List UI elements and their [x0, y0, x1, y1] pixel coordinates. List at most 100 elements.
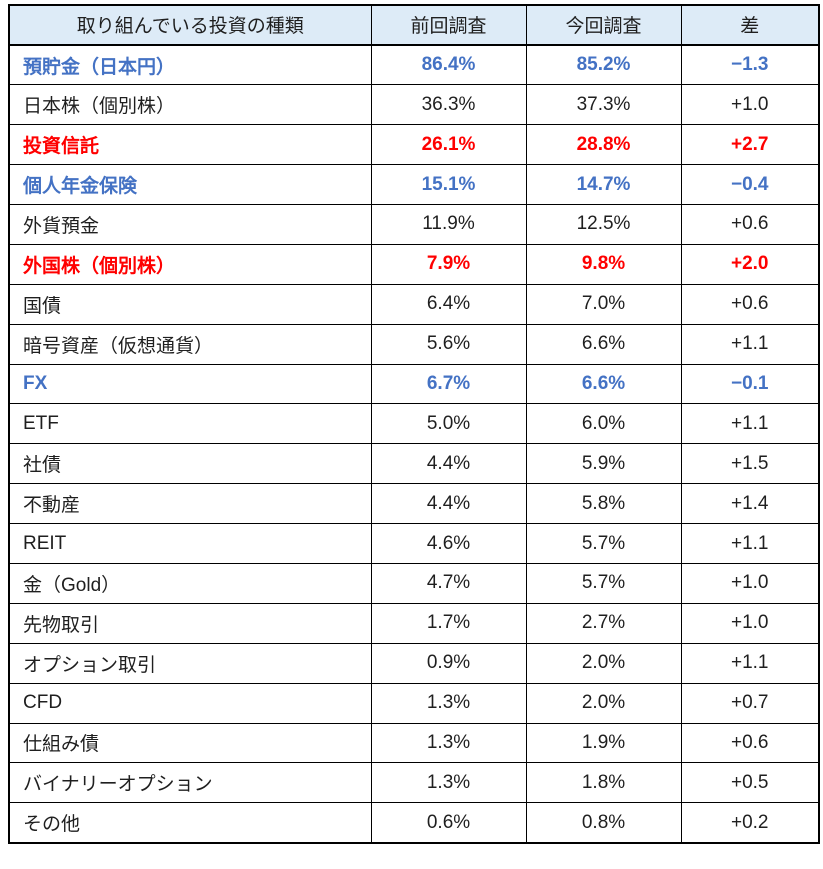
- difference-cell: +0.2: [680, 802, 820, 844]
- previous-survey-cell: 4.7%: [370, 562, 527, 604]
- investment-survey-table-container: 取り組んでいる投資の種類 前回調査 今回調査 差 預貯金（日本円） 86.4% 85…: [8, 4, 820, 865]
- current-survey-cell: 6.6%: [525, 363, 682, 405]
- previous-survey-cell: 0.6%: [370, 802, 527, 844]
- difference-cell: +0.5: [680, 762, 820, 804]
- previous-survey-cell: 4.4%: [370, 443, 527, 485]
- table-row: バイナリーオプション 1.3% 1.8% +0.5: [8, 762, 820, 804]
- previous-survey-cell: 4.4%: [370, 483, 527, 525]
- difference-cell: +1.1: [680, 642, 820, 684]
- difference-cell: +1.0: [680, 602, 820, 644]
- current-survey-cell: 12.5%: [525, 203, 682, 245]
- table-row: 外国株（個別株） 7.9% 9.8% +2.0: [8, 243, 820, 285]
- investment-type-cell: その他: [8, 802, 372, 844]
- current-survey-cell: 28.8%: [525, 124, 682, 166]
- col-header-current-survey: 今回調査: [525, 4, 682, 46]
- investment-type-cell: ETF: [8, 403, 372, 445]
- previous-survey-cell: 86.4%: [370, 44, 527, 86]
- difference-cell: +1.1: [680, 523, 820, 564]
- difference-cell: +1.1: [680, 403, 820, 445]
- investment-type-cell: FX: [8, 363, 372, 405]
- table-row: 金（Gold） 4.7% 5.7% +1.0: [8, 562, 820, 604]
- difference-cell: +1.1: [680, 323, 820, 365]
- investment-type-cell: 社債: [8, 443, 372, 485]
- difference-cell: +0.6: [680, 283, 820, 325]
- difference-cell: +2.7: [680, 124, 820, 166]
- current-survey-cell: 1.8%: [525, 762, 682, 804]
- difference-cell: +1.4: [680, 483, 820, 525]
- investment-type-cell: 金（Gold）: [8, 562, 372, 604]
- current-survey-cell: 9.8%: [525, 243, 682, 285]
- investment-type-cell: 仕組み債: [8, 722, 372, 764]
- current-survey-cell: 2.7%: [525, 602, 682, 644]
- difference-cell: −0.4: [680, 164, 820, 205]
- previous-survey-cell: 7.9%: [370, 243, 527, 285]
- investment-type-cell: 日本株（個別株）: [8, 84, 372, 126]
- investment-type-cell: 暗号資産（仮想通貨）: [8, 323, 372, 365]
- current-survey-cell: 5.7%: [525, 562, 682, 604]
- current-survey-cell: 37.3%: [525, 84, 682, 126]
- current-survey-cell: 6.0%: [525, 403, 682, 445]
- current-survey-cell: 85.2%: [525, 44, 682, 86]
- difference-cell: +1.5: [680, 443, 820, 485]
- table-row: FX 6.7% 6.6% −0.1: [8, 363, 820, 405]
- current-survey-cell: 5.8%: [525, 483, 682, 525]
- previous-survey-cell: 1.7%: [370, 602, 527, 644]
- current-survey-cell: 6.6%: [525, 323, 682, 365]
- previous-survey-cell: 11.9%: [370, 203, 527, 245]
- current-survey-cell: 0.8%: [525, 802, 682, 844]
- investment-type-cell: バイナリーオプション: [8, 762, 372, 804]
- current-survey-cell: 2.0%: [525, 682, 682, 724]
- table-row: 預貯金（日本円） 86.4% 85.2% −1.3: [8, 44, 820, 86]
- table-row: その他 0.6% 0.8% +0.2: [8, 802, 820, 844]
- table-row: 不動産 4.4% 5.8% +1.4: [8, 483, 820, 525]
- difference-cell: −0.1: [680, 363, 820, 405]
- table-row: 外貨預金 11.9% 12.5% +0.6: [8, 203, 820, 245]
- col-header-investment-type: 取り組んでいる投資の種類: [8, 4, 372, 46]
- investment-type-cell: 国債: [8, 283, 372, 325]
- previous-survey-cell: 1.3%: [370, 722, 527, 764]
- table-row: オプション取引 0.9% 2.0% +1.1: [8, 642, 820, 684]
- investment-type-cell: CFD: [8, 682, 372, 724]
- difference-cell: +1.0: [680, 562, 820, 604]
- investment-type-cell: 先物取引: [8, 602, 372, 644]
- difference-cell: +1.0: [680, 84, 820, 126]
- current-survey-cell: 5.7%: [525, 523, 682, 564]
- table-row: 暗号資産（仮想通貨） 5.6% 6.6% +1.1: [8, 323, 820, 365]
- table-row: 国債 6.4% 7.0% +0.6: [8, 283, 820, 325]
- table-row: 社債 4.4% 5.9% +1.5: [8, 443, 820, 485]
- current-survey-cell: 5.9%: [525, 443, 682, 485]
- previous-survey-cell: 0.9%: [370, 642, 527, 684]
- previous-survey-cell: 1.3%: [370, 762, 527, 804]
- investment-type-cell: 投資信託: [8, 124, 372, 166]
- table-row: 個人年金保険 15.1% 14.7% −0.4: [8, 164, 820, 205]
- previous-survey-cell: 4.6%: [370, 523, 527, 564]
- current-survey-cell: 7.0%: [525, 283, 682, 325]
- difference-cell: +0.6: [680, 722, 820, 764]
- previous-survey-cell: 5.6%: [370, 323, 527, 365]
- difference-cell: +2.0: [680, 243, 820, 285]
- investment-type-cell: 外貨預金: [8, 203, 372, 245]
- difference-cell: −1.3: [680, 44, 820, 86]
- difference-cell: +0.7: [680, 682, 820, 724]
- difference-cell: +0.6: [680, 203, 820, 245]
- investment-type-cell: 預貯金（日本円）: [8, 44, 372, 86]
- table-row: CFD 1.3% 2.0% +0.7: [8, 682, 820, 724]
- col-header-previous-survey: 前回調査: [370, 4, 527, 46]
- header-row: 取り組んでいる投資の種類 前回調査 今回調査 差: [8, 4, 820, 46]
- investment-type-cell: 不動産: [8, 483, 372, 525]
- current-survey-cell: 14.7%: [525, 164, 682, 205]
- table-row: 投資信託 26.1% 28.8% +2.7: [8, 124, 820, 166]
- previous-survey-cell: 36.3%: [370, 84, 527, 126]
- previous-survey-cell: 26.1%: [370, 124, 527, 166]
- previous-survey-cell: 6.7%: [370, 363, 527, 405]
- investment-type-cell: オプション取引: [8, 642, 372, 684]
- previous-survey-cell: 15.1%: [370, 164, 527, 205]
- table-row: 先物取引 1.7% 2.7% +1.0: [8, 602, 820, 644]
- investment-survey-table: 取り組んでいる投資の種類 前回調査 今回調査 差 預貯金（日本円） 86.4% 85…: [8, 4, 820, 844]
- investment-type-cell: REIT: [8, 523, 372, 564]
- previous-survey-cell: 1.3%: [370, 682, 527, 724]
- previous-survey-cell: 6.4%: [370, 283, 527, 325]
- table-row: REIT 4.6% 5.7% +1.1: [8, 523, 820, 564]
- table-row: 仕組み債 1.3% 1.9% +0.6: [8, 722, 820, 764]
- current-survey-cell: 1.9%: [525, 722, 682, 764]
